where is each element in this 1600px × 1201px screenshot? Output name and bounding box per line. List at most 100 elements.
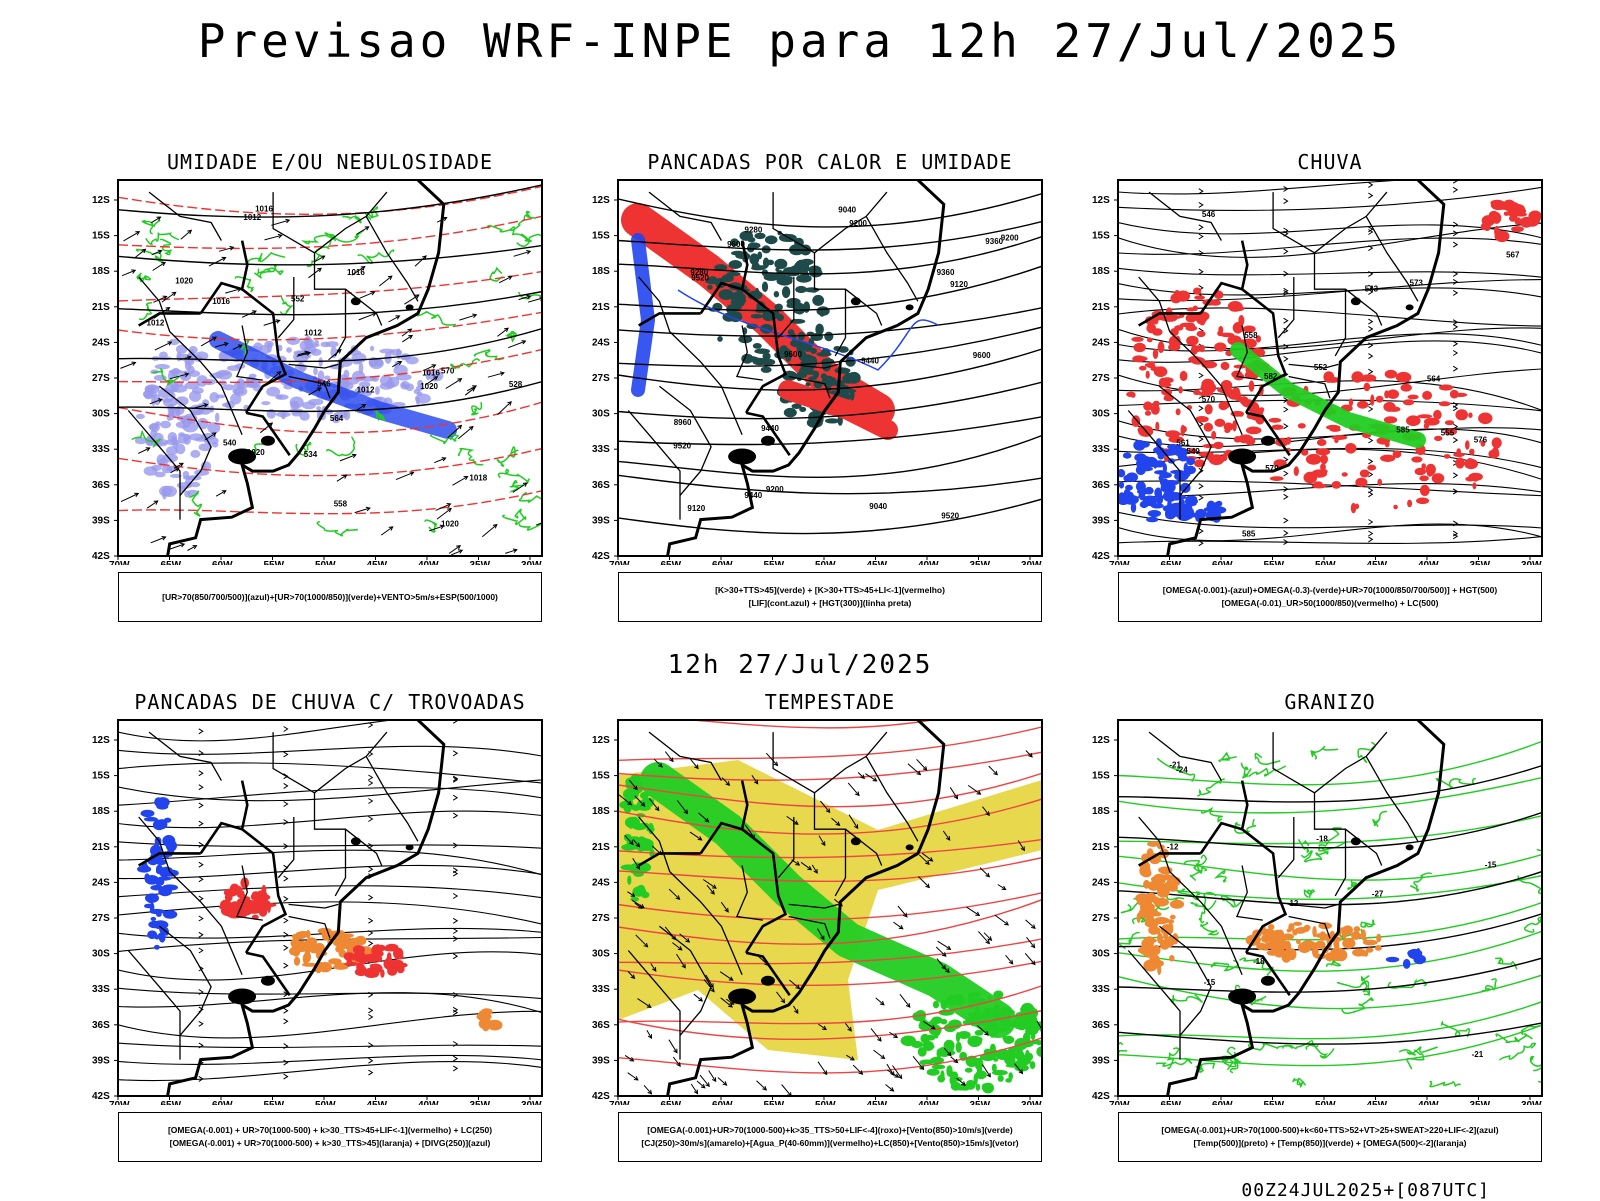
contour-label: -12	[1167, 843, 1179, 852]
contour-label: 9280	[690, 268, 708, 277]
lon-tick-label: 50W	[315, 1100, 336, 1105]
contour-label: 9040	[869, 502, 887, 511]
lon-tick-label: 65W	[661, 1100, 682, 1105]
lat-tick-label: 36S	[92, 480, 110, 491]
lat-tick-label: 21S	[92, 842, 110, 853]
lon-tick-label: 40W	[918, 560, 939, 565]
legend-line: [LIF](cont.azul) + [HGT(300)](linha pret…	[748, 598, 912, 608]
lon-tick-label: 70W	[1109, 560, 1130, 565]
lon-tick-label: 65W	[1161, 1100, 1182, 1105]
contour-label: 579	[1265, 464, 1279, 473]
lat-tick-label: 15S	[92, 231, 110, 242]
lon-tick-label: 30W	[521, 560, 542, 565]
lon-tick-label: 70W	[1109, 1100, 1130, 1105]
lat-tick-label: 33S	[92, 984, 110, 995]
lat-tick-label: 27S	[1092, 913, 1110, 924]
lon-tick-label: 45W	[367, 1100, 388, 1105]
contour-label: 1016	[422, 369, 440, 378]
contour-label: 558	[334, 500, 348, 509]
lat-tick-label: 39S	[1092, 515, 1110, 526]
lat-tick-label: 42S	[592, 1091, 610, 1102]
map-canvas: 585 585 582 579 576 573 570 567 564 561 558 555 552 5…	[1092, 179, 1543, 565]
contour-label: 1020	[441, 519, 459, 528]
lon-tick-label: 55W	[764, 560, 785, 565]
contour-label: 528	[509, 380, 523, 389]
legend-line: [UR>70(850/700/500)](azul)+[UR>70(1000/8…	[162, 591, 498, 602]
contour-label: 1020	[247, 448, 265, 457]
lon-tick-label: 65W	[661, 560, 682, 565]
panel-legend: [K>30+TTS>45](verde) + [K>30+TTS>45+LI<-…	[618, 572, 1042, 622]
lat-tick-label: 36S	[1092, 1020, 1110, 1031]
lat-tick-label: 30S	[92, 949, 110, 960]
contour-label: 9520	[941, 512, 959, 521]
lat-tick-label: 33S	[1092, 444, 1110, 455]
lon-tick-label: 70W	[609, 560, 630, 565]
lon-tick-label: 45W	[867, 1100, 888, 1105]
contour-label: 9600	[727, 240, 745, 249]
lat-tick-label: 24S	[92, 337, 110, 348]
legend-line: [OMEGA(-0.001)-(azul)+OMEGA(-0.3)-(verde…	[1162, 585, 1498, 595]
lat-tick-label: 18S	[92, 266, 110, 277]
contour-label: -24	[1176, 765, 1188, 774]
map-panel-umidade: UMIDADE E/OU NEBULOSIDADE 1016 1020 1012 101…	[80, 150, 580, 630]
map-panel-tempestade: TEMPESTADE 12S 15S 18S 21S 24S 27S 30S 33S 36S 39S…	[580, 690, 1080, 1170]
contour-label: 561	[1176, 438, 1190, 447]
contour-label: 573	[1410, 279, 1424, 288]
lat-tick-label: 27S	[1092, 373, 1110, 384]
lat-tick-label: 18S	[1092, 806, 1110, 817]
legend-line: [OMEGA(-0.001)+UR>70(1000-500)+k<60+TTS>…	[1161, 1125, 1499, 1135]
lat-tick-label: 15S	[92, 771, 110, 782]
panel-title: PANCADAS DE CHUVA C/ TROVOADAS	[134, 690, 526, 714]
contour-label: 576	[1474, 436, 1488, 445]
contour-label: 1012	[357, 386, 375, 395]
contour-label: -15	[1204, 978, 1216, 987]
panel-legend: [OMEGA(-0.001)-(azul)+OMEGA(-0.3)-(verde…	[1118, 572, 1542, 622]
lat-tick-label: 27S	[92, 373, 110, 384]
panel-legend: [OMEGA(-0.001) + UR>70(1000-500) + k>30_…	[118, 1112, 542, 1162]
contour-label: 576	[233, 451, 247, 460]
lon-tick-label: 50W	[1315, 560, 1336, 565]
lat-tick-label: 27S	[92, 913, 110, 924]
contour-label: 9200	[1001, 234, 1019, 243]
contour-label: 9280	[745, 225, 763, 234]
lon-tick-label: 35W	[1470, 1100, 1491, 1105]
contour-label: 564	[1427, 374, 1441, 383]
panel-legend: [OMEGA(-0.001)+UR>70(1000-500)+k>35_TTS>…	[618, 1112, 1042, 1162]
contour-label: 1020	[420, 382, 438, 391]
lon-tick-label: 50W	[815, 560, 836, 565]
lat-tick-label: 36S	[592, 1020, 610, 1031]
lat-tick-label: 24S	[592, 337, 610, 348]
forecast-time-label: 12h 27/Jul/2025	[667, 650, 933, 680]
contour-label: 582	[1264, 372, 1278, 381]
lat-tick-label: 30S	[592, 949, 610, 960]
contour-label: -27	[1372, 890, 1384, 899]
lon-tick-label: 30W	[1021, 1100, 1042, 1105]
lon-tick-label: 30W	[1521, 1100, 1542, 1105]
panel-title: TEMPESTADE	[764, 690, 896, 714]
lon-tick-label: 65W	[1161, 560, 1182, 565]
lat-tick-label: 15S	[1092, 771, 1110, 782]
lat-tick-label: 18S	[92, 806, 110, 817]
contour-label: 9520	[673, 442, 691, 451]
lat-tick-label: 12S	[92, 195, 110, 206]
lat-tick-label: 39S	[92, 515, 110, 526]
lat-tick-label: 15S	[1092, 231, 1110, 242]
lat-tick-label: 39S	[1092, 1055, 1110, 1066]
lat-tick-label: 12S	[92, 735, 110, 746]
lon-tick-label: 35W	[470, 560, 491, 565]
lat-tick-label: 30S	[1092, 409, 1110, 420]
contour-label: 564	[330, 414, 344, 423]
map-panel-pancadas-calor: PANCADAS POR CALOR E UMIDADE 9600 9600 9600…	[580, 150, 1080, 630]
lat-tick-label: 15S	[592, 231, 610, 242]
lat-tick-label: 21S	[1092, 302, 1110, 313]
contour-label: 9600	[973, 351, 991, 360]
legend-line: [OMEGA(-0.001) + UR>70(1000-500) + k>30_…	[167, 1125, 493, 1135]
map-panel-chuva: CHUVA 585 585 582 579 576 573 570 567 564 561 558 55…	[1080, 150, 1580, 630]
contour-label: 534	[304, 450, 318, 459]
panel-legend: [OMEGA(-0.001)+UR>70(1000-500)+k<60+TTS>…	[1118, 1112, 1542, 1162]
lon-tick-label: 50W	[1315, 1100, 1336, 1105]
legend-line: [Temp(500)](preto) + [Temp(850)](verde) …	[1193, 1138, 1467, 1148]
map-canvas: -12-12-15-15-18-18-21-21-24-2712S15S18S2…	[1092, 719, 1543, 1105]
lat-tick-label: 15S	[592, 771, 610, 782]
lat-tick-label: 36S	[1092, 480, 1110, 491]
